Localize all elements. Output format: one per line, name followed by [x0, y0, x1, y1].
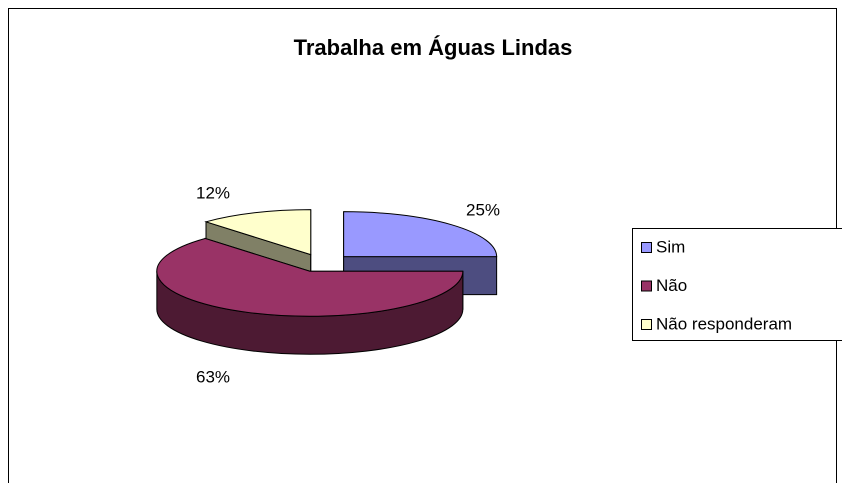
legend-swatch — [641, 242, 652, 253]
legend-swatch — [641, 319, 652, 330]
chart-title: Trabalha em Águas Lindas — [294, 35, 573, 60]
pie-slice — [156, 237, 464, 317]
data-label: 63% — [196, 367, 230, 386]
pie-slice — [343, 211, 498, 258]
data-label: 12% — [196, 183, 230, 202]
legend-label: Sim — [656, 237, 685, 256]
pie-slice — [204, 209, 312, 256]
legend-label: Não responderam — [656, 314, 792, 333]
legend-box — [632, 228, 842, 341]
legend-label: Não — [656, 276, 687, 295]
legend-swatch — [641, 280, 652, 292]
data-label: 25% — [466, 200, 500, 219]
